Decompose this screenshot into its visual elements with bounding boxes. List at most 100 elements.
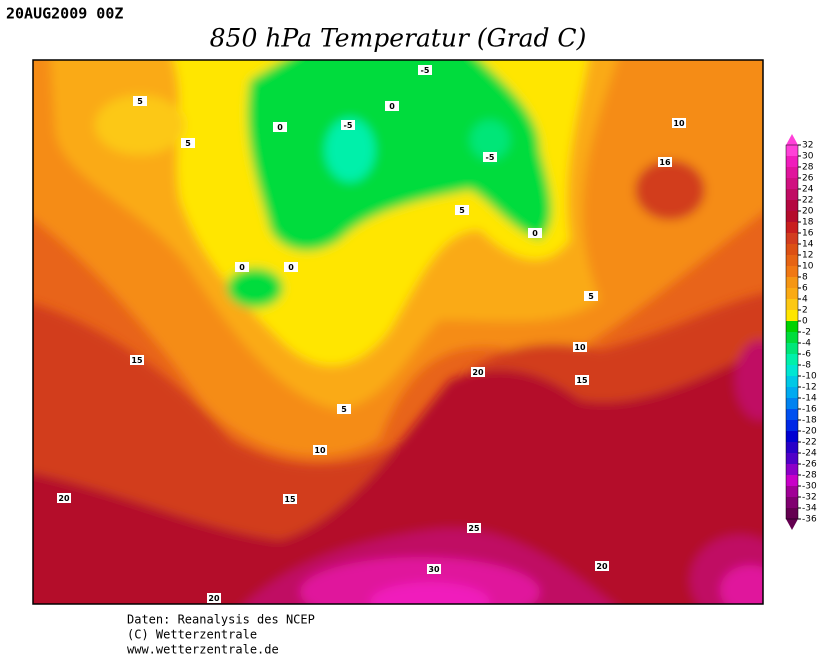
legend-label: 4 [802, 295, 808, 305]
legend-band [786, 475, 798, 486]
contour-label: 0 [239, 263, 245, 272]
legend-label: 10 [802, 262, 814, 272]
contour-label-box [672, 118, 686, 128]
legend-label: 12 [802, 251, 813, 261]
legend-label: -6 [802, 350, 811, 360]
legend-band [786, 233, 798, 244]
legend-label: -34 [802, 504, 817, 514]
contour-label: 30 [428, 565, 440, 574]
legend-label: -32 [802, 493, 817, 503]
legend-label: -30 [802, 482, 817, 492]
legend-band [786, 167, 798, 178]
footer: Daten: Reanalysis des NCEP(C) Wetterzent… [127, 613, 315, 657]
legend-label: -36 [802, 515, 817, 525]
legend-band [786, 343, 798, 354]
legend-band [786, 486, 798, 497]
contour-label: 5 [185, 139, 191, 148]
contour-label-box [341, 120, 355, 130]
contour-label: 20 [208, 594, 220, 603]
legend-label: -18 [802, 416, 817, 426]
legend-label: -8 [802, 361, 811, 371]
legend-label: 14 [802, 240, 814, 250]
contour-label: 0 [288, 263, 294, 272]
contour-label-box [313, 445, 327, 455]
contour-label: 20 [58, 494, 70, 503]
legend-band [786, 354, 798, 365]
legend-band [786, 453, 798, 464]
legend-label: 2 [802, 306, 808, 316]
legend-label: -26 [802, 460, 817, 470]
legend-band [786, 431, 798, 442]
footer-line: www.wetterzentrale.de [127, 643, 279, 657]
legend-band [786, 365, 798, 376]
contour-label: 15 [576, 376, 588, 385]
contour-label: 10 [673, 119, 685, 128]
legend-band [786, 145, 798, 156]
legend-band [786, 200, 798, 211]
contour-label: 0 [532, 229, 538, 238]
contour-label-box [57, 493, 71, 503]
legend-band [786, 255, 798, 266]
legend-band [786, 299, 798, 310]
legend-label: 30 [802, 152, 814, 162]
contour-label-box [575, 375, 589, 385]
contour-label: 10 [314, 446, 326, 455]
legend-label: -4 [802, 339, 811, 349]
legend-band [786, 222, 798, 233]
contour-label-box [528, 228, 542, 238]
map-frame [32, 59, 764, 605]
legend-band [786, 211, 798, 222]
legend-band [786, 409, 798, 420]
legend-label: -14 [802, 394, 817, 404]
legend-band [786, 398, 798, 409]
contour-label-box [658, 157, 672, 167]
contour-label: 5 [588, 292, 594, 301]
legend-label: 16 [802, 229, 814, 239]
contour-label: 5 [459, 206, 465, 215]
contour-label-box [273, 122, 287, 132]
legend-band [786, 332, 798, 343]
legend-label: 8 [802, 273, 808, 283]
contour-label-box [471, 367, 485, 377]
legend-arrow-top [786, 134, 798, 145]
contour-label: 10 [574, 343, 586, 352]
contour-label: 20 [596, 562, 608, 571]
contour-label-box [284, 262, 298, 272]
contour-label: 5 [341, 405, 347, 414]
legend-label: -24 [802, 449, 817, 459]
contour-label: -5 [486, 153, 495, 162]
contour-label-box [467, 523, 481, 533]
legend-arrow-bottom [786, 519, 798, 530]
contour-label-box [337, 404, 351, 414]
legend-band [786, 178, 798, 189]
legend-band [786, 321, 798, 332]
legend-label: 32 [802, 141, 813, 151]
legend-band [786, 266, 798, 277]
contour-label-box [133, 96, 147, 106]
contour-label-box [573, 342, 587, 352]
legend-label: 24 [802, 185, 814, 195]
contour-label: 0 [389, 102, 395, 111]
contour-label-box [207, 593, 221, 603]
date: 20AUG2009 00Z [6, 5, 123, 23]
contour-label: 25 [468, 524, 480, 533]
contour-label-box [455, 205, 469, 215]
legend-band [786, 387, 798, 398]
legend-label: -12 [802, 383, 817, 393]
contour-label: -5 [421, 66, 430, 75]
legend-band [786, 244, 798, 255]
legend-label: -2 [802, 328, 811, 338]
contour-label: 0 [277, 123, 283, 132]
legend-band [786, 288, 798, 299]
contour-label: -5 [344, 121, 353, 130]
contour-label: 5 [137, 97, 143, 106]
contour-label: 15 [284, 495, 296, 504]
legend-label: -16 [802, 405, 817, 415]
legend-label: 22 [802, 196, 813, 206]
contour-label: 16 [659, 158, 671, 167]
footer-line: Daten: Reanalysis des NCEP [127, 613, 315, 627]
footer-line: (C) Wetterzentrale [127, 628, 257, 642]
contour-label-box [181, 138, 195, 148]
legend-label: 28 [802, 163, 814, 173]
